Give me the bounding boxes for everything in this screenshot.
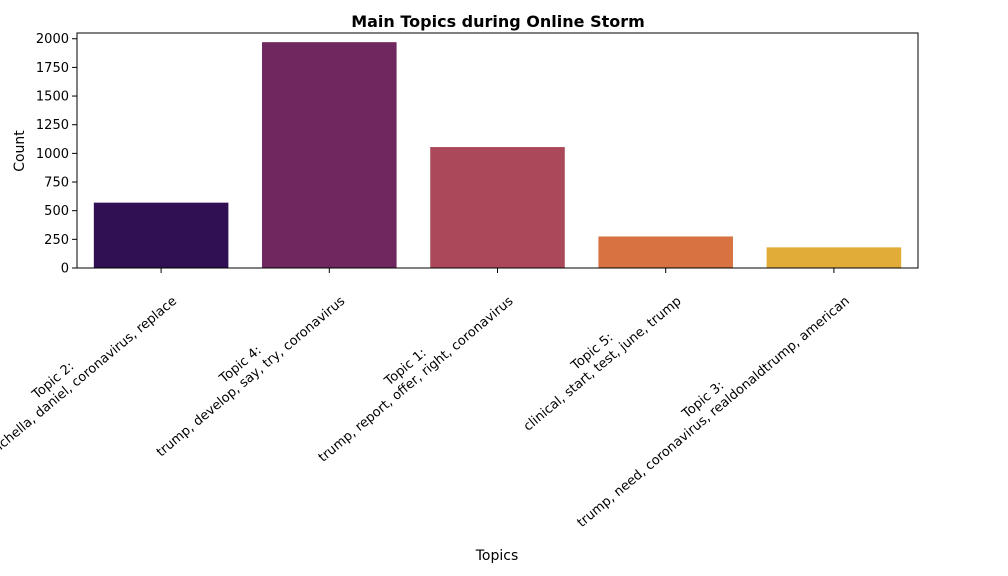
- chart-title: Main Topics during Online Storm: [351, 12, 645, 31]
- y-tick-label-1000: 1000: [36, 147, 69, 162]
- bar-5: [766, 247, 902, 268]
- y-tick-label-1250: 1250: [36, 118, 69, 133]
- bar-1: [93, 202, 229, 268]
- bar-3: [430, 147, 565, 268]
- x-tick-label-5: Topic 3:trump, need, coronavirus, realdo…: [564, 282, 852, 531]
- bar-2: [262, 42, 397, 268]
- y-tick-label-250: 250: [44, 233, 69, 248]
- y-tick-label-0: 0: [61, 262, 69, 277]
- y-tick-label-750: 750: [44, 176, 69, 191]
- plot-area: 0 250 500 750 1000 1250 1500 1750 2000 Topic 2:ce…: [0, 32, 919, 531]
- y-tick-label-500: 500: [44, 204, 69, 219]
- x-tick-label-1: Topic 2:ceo, menichella, daniel, coronav…: [0, 282, 180, 493]
- bar-4: [598, 236, 733, 268]
- x-tick-label-4: Topic 5:clinical, start, test, june, tru…: [511, 282, 685, 435]
- y-tick-label-2000: 2000: [36, 32, 69, 47]
- x-axis-label: Topics: [475, 548, 519, 564]
- y-tick-label-1750: 1750: [36, 61, 69, 76]
- y-tick-label-1500: 1500: [36, 90, 69, 105]
- y-axis-label: Count: [12, 130, 28, 172]
